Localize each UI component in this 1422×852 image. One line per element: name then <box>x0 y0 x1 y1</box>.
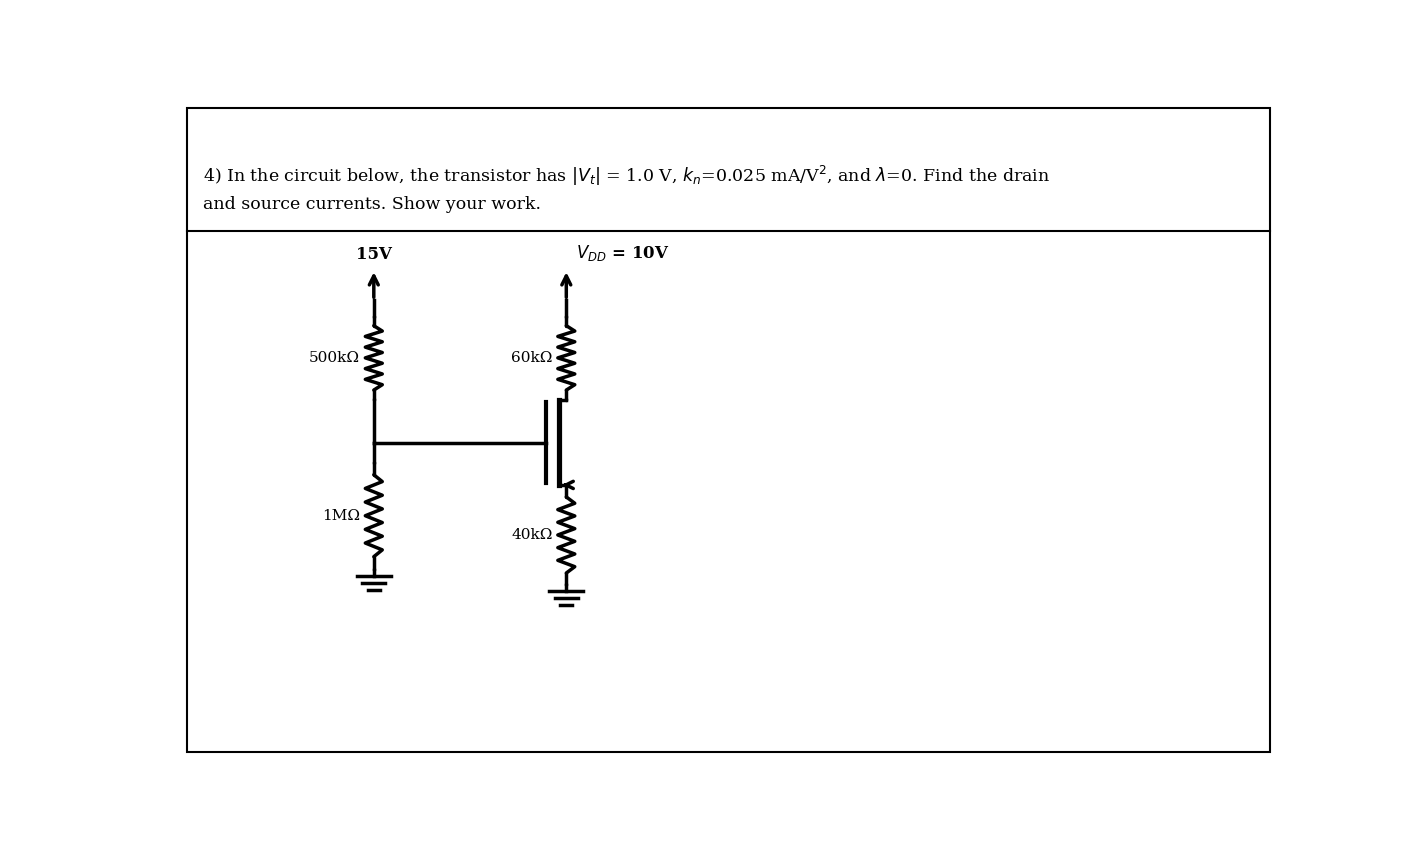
Text: $V_{DD}$ = 10V: $V_{DD}$ = 10V <box>576 243 670 263</box>
Text: 15V: 15V <box>356 246 391 263</box>
Text: and source currents. Show your work.: and source currents. Show your work. <box>203 196 540 213</box>
Text: 4) In the circuit below, the transistor has $|V_t|$ = 1.0 V, $k_n$=0.025 mA/V$^2: 4) In the circuit below, the transistor … <box>203 164 1049 188</box>
Text: 500kΩ: 500kΩ <box>309 351 360 365</box>
Text: 60kΩ: 60kΩ <box>510 351 552 365</box>
Text: 40kΩ: 40kΩ <box>510 528 552 542</box>
Text: 1MΩ: 1MΩ <box>321 509 360 523</box>
